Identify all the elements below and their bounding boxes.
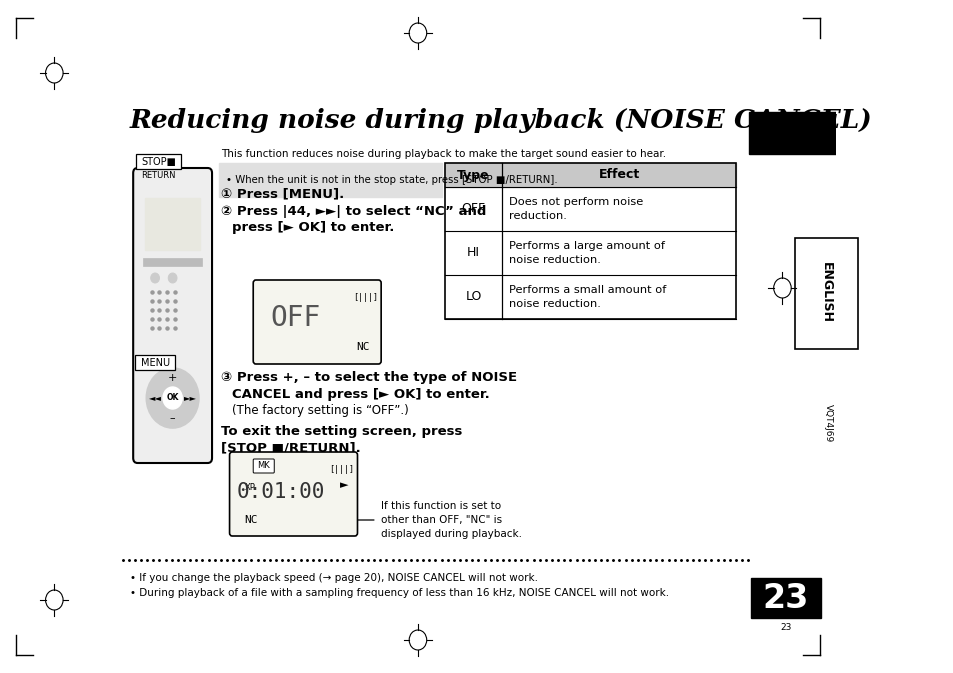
Bar [219, 163, 442, 197]
Text: 23: 23 [762, 581, 808, 614]
Circle shape [146, 368, 198, 428]
FancyBboxPatch shape [134, 355, 175, 370]
Text: Effect: Effect [598, 168, 639, 182]
Text: 23: 23 [780, 623, 791, 632]
Text: XP: XP [244, 483, 255, 491]
Text: Performs a small amount of
noise reduction.: Performs a small amount of noise reducti… [509, 285, 666, 309]
Circle shape [151, 273, 159, 283]
Text: ◄◄: ◄◄ [149, 394, 161, 402]
Bar [748, 112, 835, 154]
Text: NC: NC [245, 515, 258, 525]
Text: ① Press [MENU].: ① Press [MENU]. [220, 187, 344, 200]
Text: (The factory setting is “OFF”.): (The factory setting is “OFF”.) [232, 404, 409, 417]
Text: NC: NC [355, 342, 369, 352]
Text: Reducing noise during playback (NOISE CANCEL): Reducing noise during playback (NOISE CA… [130, 108, 871, 133]
Circle shape [168, 273, 177, 283]
Text: STOP■: STOP■ [141, 157, 176, 166]
Text: Type: Type [456, 168, 490, 182]
Text: ►: ► [339, 480, 348, 490]
Text: To exit the setting screen, press: To exit the setting screen, press [220, 425, 461, 438]
Bar [445, 163, 736, 187]
Text: LO: LO [465, 291, 481, 304]
Bar [750, 578, 821, 618]
Text: OK: OK [166, 394, 178, 402]
FancyBboxPatch shape [253, 459, 274, 473]
FancyBboxPatch shape [253, 280, 381, 364]
Text: [|||]: [|||] [329, 465, 354, 474]
Text: MK: MK [257, 462, 270, 470]
Text: press [► OK] to enter.: press [► OK] to enter. [232, 221, 395, 234]
FancyBboxPatch shape [230, 452, 357, 536]
Text: If this function is set to
other than OFF, "NC" is
displayed during playback.: If this function is set to other than OF… [381, 501, 521, 539]
Text: ENGLISH: ENGLISH [819, 262, 832, 324]
Text: OFF: OFF [461, 203, 485, 215]
Circle shape [163, 387, 182, 409]
Text: Does not perform noise
reduction.: Does not perform noise reduction. [509, 197, 642, 221]
Text: ② Press |44, ►►| to select “NC” and: ② Press |44, ►►| to select “NC” and [220, 205, 486, 218]
Text: This function reduces noise during playback to make the target sound easier to h: This function reduces noise during playb… [220, 149, 665, 159]
Bar [445, 163, 736, 319]
Text: Performs a large amount of
noise reduction.: Performs a large amount of noise reducti… [509, 242, 664, 264]
FancyBboxPatch shape [135, 154, 181, 169]
Text: OFF: OFF [270, 304, 320, 332]
FancyBboxPatch shape [133, 168, 212, 463]
Text: [|||]: [|||] [353, 293, 377, 302]
Text: MENU: MENU [140, 357, 170, 367]
Text: • During playback of a file with a sampling frequency of less than 16 kHz, NOISE: • During playback of a file with a sampl… [130, 588, 668, 598]
Text: [STOP ■/RETURN].: [STOP ■/RETURN]. [220, 441, 360, 454]
Text: –: – [170, 413, 175, 423]
Text: • If you change the playback speed (→ page 20), NOISE CANCEL will not work.: • If you change the playback speed (→ pa… [130, 573, 537, 583]
Bar [145, 198, 199, 250]
Text: ►►: ►► [183, 394, 196, 402]
Bar [143, 258, 202, 266]
Text: 0:01:00: 0:01:00 [236, 482, 324, 502]
Text: HI: HI [467, 246, 479, 260]
Text: • When the unit is not in the stop state, press [STOP ■/RETURN].: • When the unit is not in the stop state… [226, 175, 558, 185]
Text: CANCEL and press [► OK] to enter.: CANCEL and press [► OK] to enter. [232, 388, 490, 401]
Text: VQT4J69: VQT4J69 [823, 404, 833, 442]
Text: ③ Press +, – to select the type of NOISE: ③ Press +, – to select the type of NOISE [220, 371, 517, 384]
Text: RETURN: RETURN [141, 172, 175, 180]
Text: +: + [168, 373, 177, 383]
